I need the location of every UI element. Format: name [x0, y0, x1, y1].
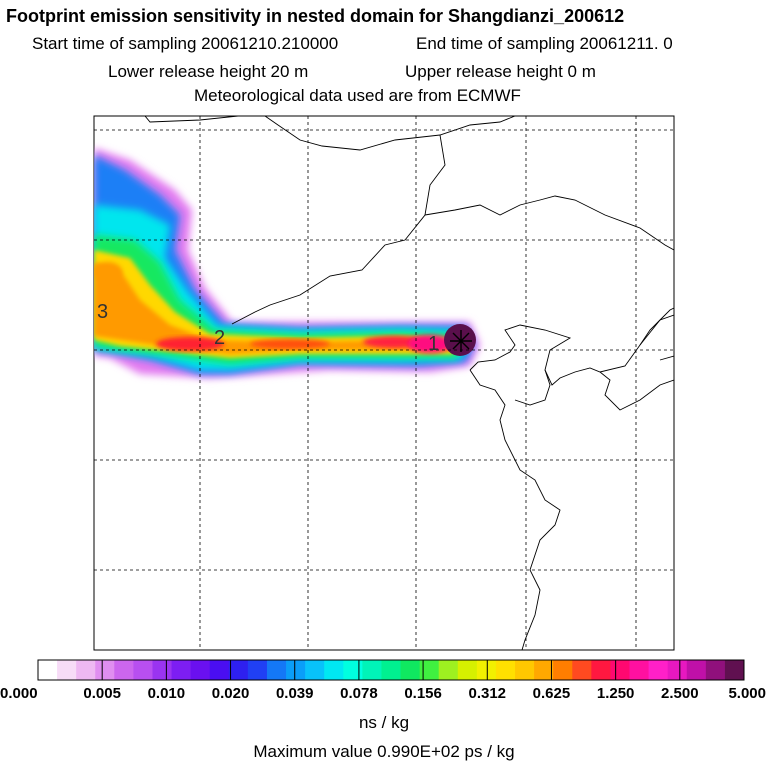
colorbar-swatch — [38, 660, 58, 680]
colorbar-swatch — [76, 660, 96, 680]
colorbar-swatch — [667, 660, 688, 680]
colorbar-swatch — [266, 660, 287, 680]
colorbar-swatch — [629, 660, 650, 680]
path-label-1: 1 — [428, 333, 439, 355]
colorbar-swatch — [114, 660, 134, 680]
colorbar-unit: ns / kg — [359, 713, 409, 732]
colorbar-swatch — [228, 660, 249, 680]
colorbar-swatch — [648, 660, 669, 680]
colorbar-swatch — [190, 660, 211, 680]
lat-lon-grid — [94, 116, 674, 650]
colorbar-swatch — [400, 660, 421, 680]
colorbar-tick-label: 0.039 — [276, 685, 314, 702]
colorbar-tick-label: 0.625 — [533, 685, 571, 702]
colorbar-swatch — [57, 660, 77, 680]
colorbar-swatch — [591, 660, 611, 680]
map-title: Footprint emission sensitivity in nested… — [6, 6, 625, 26]
colorbar-tick-label: 5.000 — [728, 685, 766, 702]
colorbar-swatch — [572, 660, 592, 680]
colorbar-swatch — [610, 660, 631, 680]
upper-release-height: Upper release height 0 m — [405, 62, 596, 81]
colorbar-swatch — [457, 660, 478, 680]
colorbar-swatch — [686, 660, 707, 680]
colorbar-tick-label: 2.500 — [661, 685, 699, 702]
met-data-source: Meteorological data used are from ECMWF — [194, 86, 521, 105]
colorbar-swatch — [247, 660, 268, 680]
color-scale-ticks: 0.000 0.005 0.010 0.020 0.039 0.078 0.156 0.312… — [0, 660, 766, 702]
colorbar-swatch — [705, 660, 726, 680]
colorbar-swatch — [362, 660, 382, 680]
path-label-2: 2 — [214, 327, 225, 349]
colorbar-tick-label: 0.078 — [340, 685, 378, 702]
colorbar-swatch — [95, 660, 115, 680]
sampling-start: Start time of sampling 20061210.210000 — [32, 34, 339, 53]
colorbar-swatch — [553, 660, 573, 680]
colorbar-swatch — [324, 660, 344, 680]
colorbar-swatch — [515, 660, 535, 680]
path-labels: 3 2 1 — [97, 301, 439, 355]
country-borders — [144, 116, 674, 650]
map-frame — [93, 115, 675, 651]
colorbar-swatch — [419, 660, 440, 680]
colorbar-swatch — [171, 660, 192, 680]
colorbar-swatch — [495, 660, 516, 680]
colorbar-swatch — [286, 660, 306, 680]
star-icon — [450, 330, 472, 352]
colorbar-swatch — [381, 660, 402, 680]
colorbar-tick-label: 0.020 — [212, 685, 250, 702]
colorbar-tick-label: 0.010 — [148, 685, 186, 702]
colorbar-swatch — [438, 660, 459, 680]
color-scale-bar — [37, 659, 745, 681]
colorbar-tick-label: 0.156 — [404, 685, 442, 702]
colorbar-tick-label: 0.312 — [468, 685, 506, 702]
colorbar-swatch — [305, 660, 325, 680]
colorbar-tick-label: 0.000 — [0, 685, 38, 702]
colorbar-swatch — [534, 660, 554, 680]
colorbar-swatch — [152, 660, 173, 680]
colorbar-swatch — [133, 660, 153, 680]
colorbar-swatch — [724, 660, 745, 680]
maximum-value: Maximum value 0.990E+02 ps / kg — [253, 742, 514, 761]
colorbar-tick-label: 1.250 — [597, 685, 635, 702]
colorbar-swatch — [209, 660, 230, 680]
path-label-3: 3 — [97, 301, 108, 323]
lower-release-height: Lower release height 20 m — [108, 62, 309, 81]
sampling-end: End time of sampling 20061211. 0 — [416, 34, 673, 53]
colorbar-swatch — [476, 660, 497, 680]
colorbar-swatch — [343, 660, 363, 680]
colorbar-tick-label: 0.005 — [83, 685, 121, 702]
emission-sensitivity-plume — [94, 148, 480, 378]
